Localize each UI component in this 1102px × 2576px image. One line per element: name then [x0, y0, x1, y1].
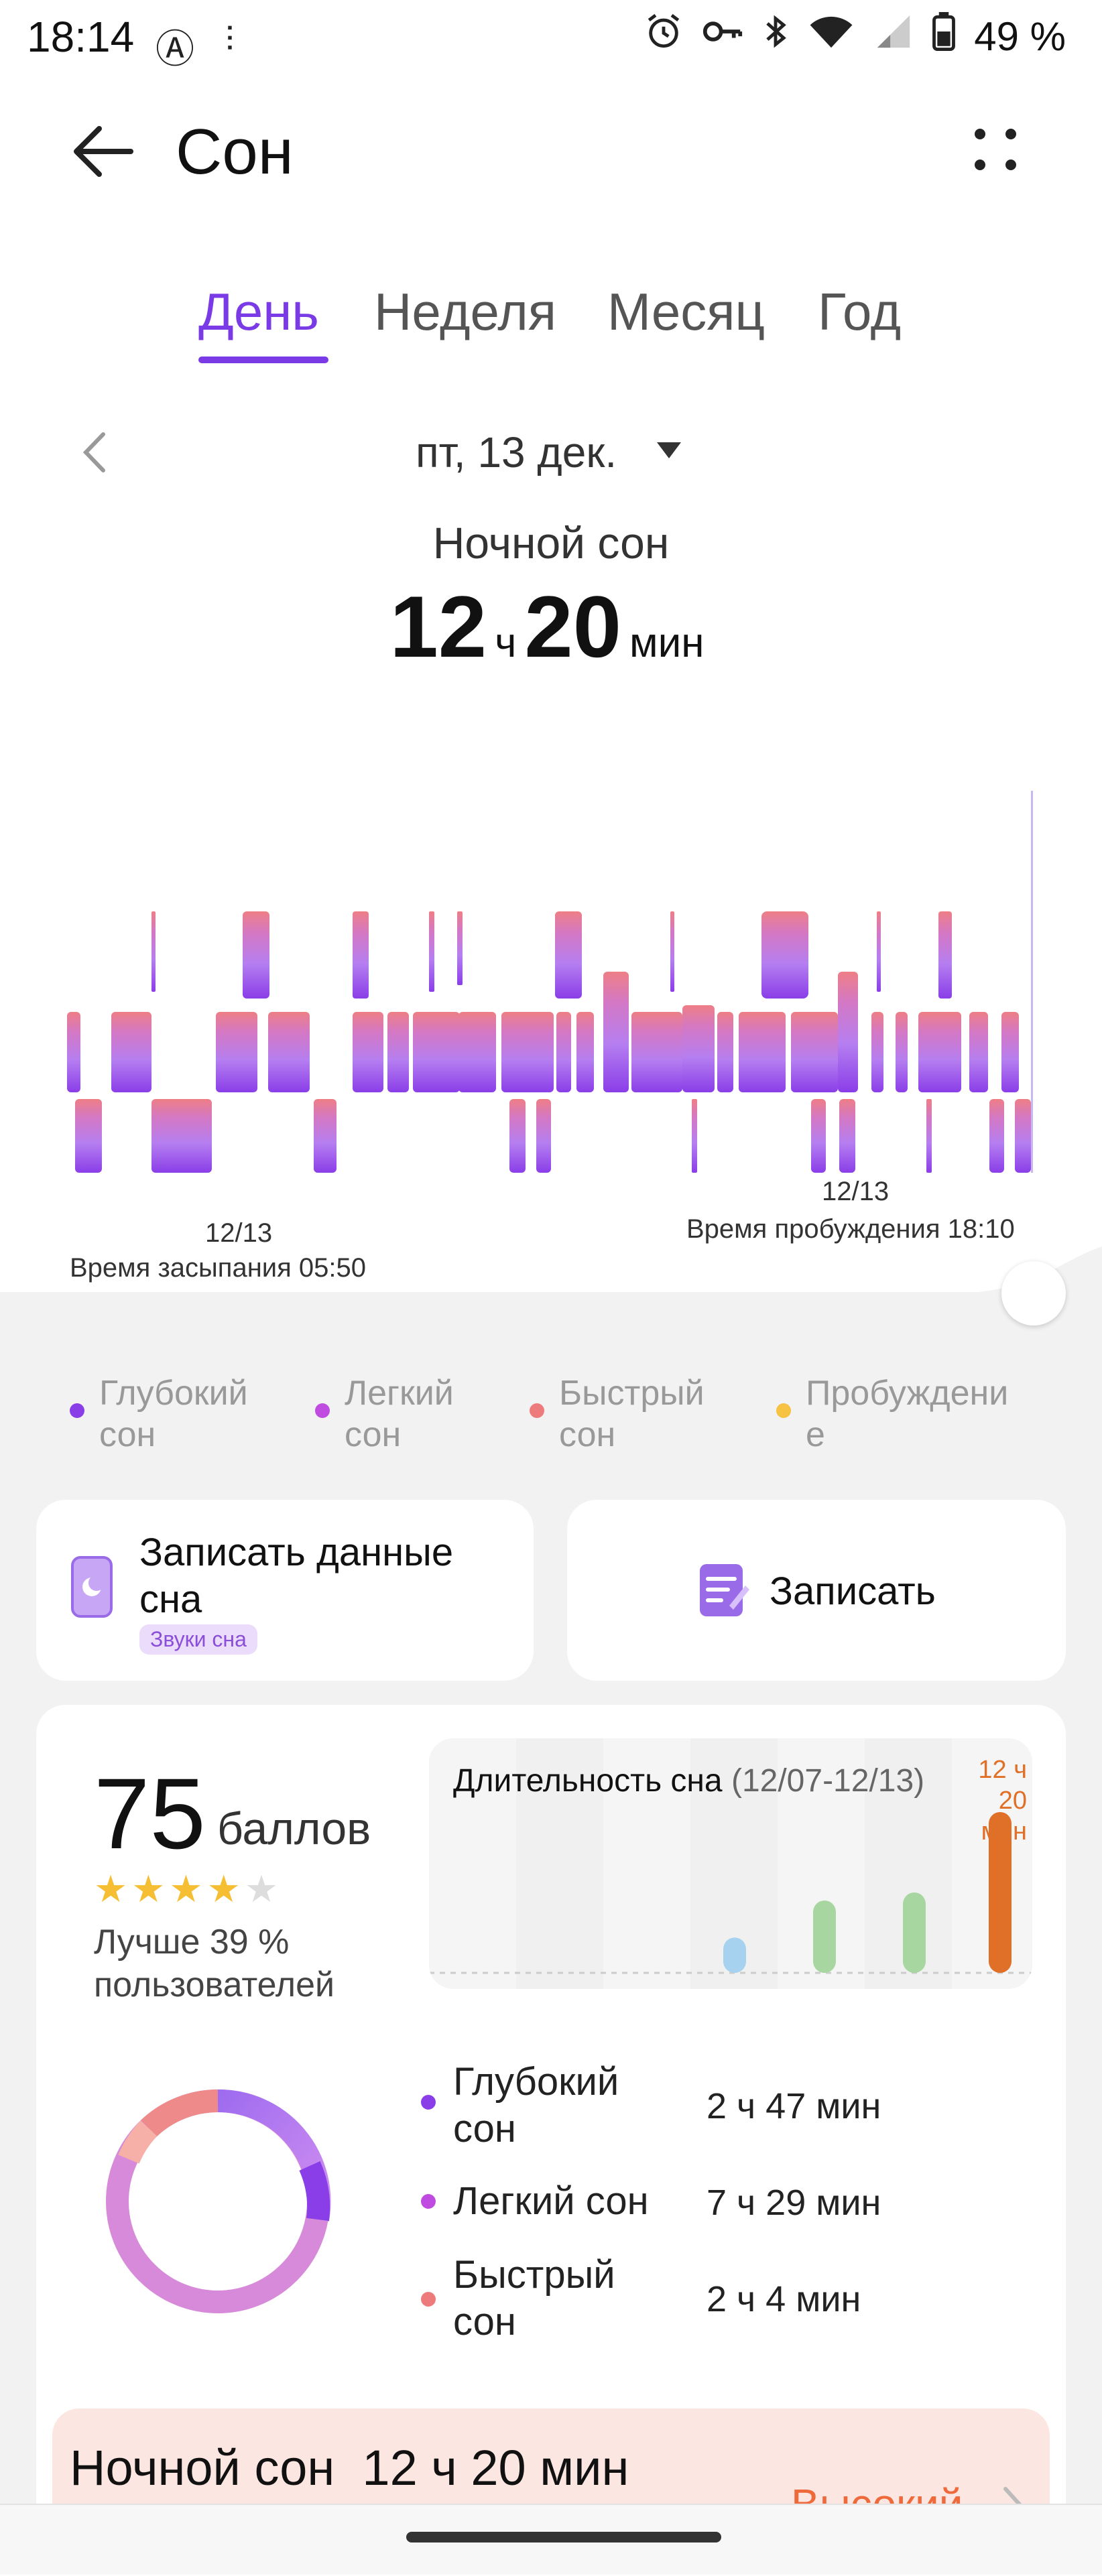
star-icon: ★	[206, 1868, 245, 1910]
period-tabs: День Неделя Месяц Год	[0, 281, 1102, 362]
sleep-sound-icon	[71, 1556, 113, 1618]
sleep-hypnogram[interactable]	[67, 771, 1039, 1186]
sleep-sounds-chip: Звуки сна	[139, 1624, 257, 1655]
stage-light-value: 7 ч 29 мин	[707, 2183, 881, 2223]
duration-minutes-unit: мин	[629, 620, 705, 666]
sleep-score: 75	[94, 1757, 206, 1870]
record-sleep-text: Записать данные сна	[139, 1531, 454, 1621]
duration-minutes: 20	[524, 578, 622, 675]
duration-chart-grid	[429, 1738, 1032, 1989]
chart-scrub-handle[interactable]	[1001, 1261, 1066, 1326]
tab-week[interactable]: Неделя	[374, 282, 557, 341]
duration-hours-unit: ч	[495, 620, 517, 666]
night-sleep-card-text: Ночной сон 12 ч 20 мин	[70, 2440, 629, 2496]
signal-icon	[873, 12, 914, 60]
status-time: 18:14	[27, 13, 135, 61]
duration-bar	[989, 1812, 1012, 1973]
write-card[interactable]	[567, 1500, 1066, 1681]
duration-range: (12/07-12/13)	[731, 1763, 925, 1799]
sleep-date-label: 12/13	[205, 1218, 273, 1248]
battery-percent: 49 %	[974, 13, 1066, 59]
hypnogram-stages	[67, 911, 1031, 1173]
legend-dot-awake	[776, 1403, 791, 1418]
stage-deep-value: 2 ч 47 мин	[707, 2086, 881, 2126]
tab-day[interactable]: День	[198, 282, 319, 341]
duration-bar	[723, 1937, 746, 1973]
sleep-duration-chart[interactable]: Длительность сна (12/07-12/13) 12 ч 20 м…	[429, 1738, 1032, 1989]
duration-bars	[723, 1812, 1012, 1973]
more-button[interactable]	[965, 121, 1026, 181]
sleep-time-label: Время засыпания 05:50	[70, 1253, 366, 1283]
write-text: Записать	[770, 1569, 936, 1613]
star-icon: ★	[94, 1868, 132, 1910]
star-icon: ★	[169, 1868, 207, 1910]
stage-rem-value: 2 ч 4 мин	[707, 2279, 861, 2319]
stage-dot-rem	[421, 2292, 436, 2307]
duration-value: 12 ч 20 мин	[978, 1756, 1027, 1846]
tab-month[interactable]: Месяц	[607, 282, 766, 341]
bluetooth-icon	[762, 12, 789, 60]
status-icons: 49 %	[644, 12, 1066, 60]
star-empty-icon: ★	[244, 1868, 283, 1910]
record-sleep-card[interactable]	[36, 1500, 534, 1681]
more-dot	[1005, 159, 1016, 170]
page-title: Сон	[176, 116, 294, 188]
active-tab-indicator	[198, 357, 328, 363]
wake-date-label: 12/13	[822, 1177, 890, 1206]
legend-light: Легкий сон	[345, 1374, 454, 1454]
arrow-left-icon	[74, 126, 133, 177]
sleep-score-unit: баллов	[217, 1803, 371, 1854]
duration-chart-title: Длительность сна (12/07-12/13)	[453, 1762, 924, 1799]
wifi-icon	[808, 12, 855, 60]
key-icon	[702, 12, 743, 60]
duration-title-text: Длительность сна	[453, 1763, 723, 1799]
better-than-users: Лучше 39 % пользователей	[94, 1923, 335, 2004]
prev-date-button[interactable]	[75, 429, 115, 476]
cast-icon: ⫶	[225, 21, 235, 60]
alarm-icon	[644, 12, 683, 60]
night-sleep-duration: 12 ч20 мин	[0, 576, 1102, 677]
stage-light-name: Легкий сон	[453, 2179, 649, 2223]
star-rating: ★★★★★	[94, 1867, 282, 1911]
notification-icon: Ⓐ	[156, 27, 195, 71]
legend-dot-rem	[530, 1403, 544, 1418]
wake-time-label: Время пробуждения 18:10	[686, 1214, 1015, 1244]
more-dot	[975, 129, 985, 139]
stage-deep-name: Глубокий сон	[453, 2060, 619, 2150]
caret-down-icon[interactable]	[657, 442, 681, 458]
night-sleep-label: Ночной сон	[432, 518, 670, 568]
date-selector[interactable]: пт, 13 дек.	[416, 428, 617, 476]
battery-icon	[932, 12, 956, 60]
edit-note-icon	[700, 1564, 749, 1616]
legend-dot-light	[315, 1403, 330, 1418]
sleep-stages-donut	[106, 2089, 331, 2313]
tab-year[interactable]: Год	[818, 282, 902, 341]
legend-awake: Пробуждение	[806, 1374, 1009, 1454]
stage-dot-deep	[421, 2095, 436, 2110]
legend-rem: Быстрый сон	[559, 1374, 705, 1454]
star-icon: ★	[131, 1868, 170, 1910]
chevron-left-icon	[82, 432, 105, 472]
stage-rem-name: Быстрый сон	[453, 2253, 615, 2343]
back-button[interactable]	[67, 118, 141, 185]
legend-dot-deep	[70, 1403, 84, 1418]
duration-hours: 12	[389, 578, 487, 675]
scrub-line	[1031, 791, 1033, 1173]
more-dot	[975, 159, 985, 170]
stage-dot-light	[421, 2194, 436, 2209]
duration-bar	[903, 1892, 926, 1973]
legend-deep: Глубокий сон	[99, 1374, 248, 1454]
more-dot	[1005, 129, 1016, 139]
duration-bar	[813, 1901, 836, 1973]
home-gesture-bar[interactable]	[406, 2532, 721, 2542]
